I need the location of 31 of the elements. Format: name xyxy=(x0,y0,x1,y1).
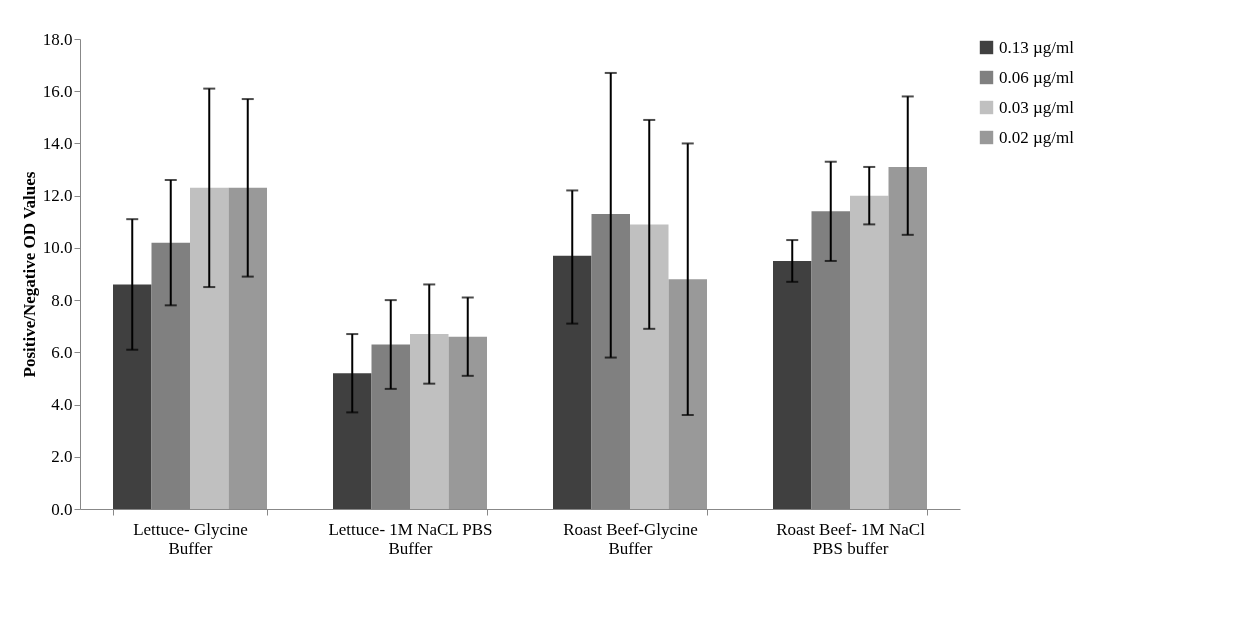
y-tick-label: 10.0 xyxy=(42,238,73,258)
legend-label: 0.02 µg/ml xyxy=(999,127,1075,147)
x-tick-label: Lettuce- Glycine Buffer xyxy=(133,519,248,558)
y-tick-label: 14.0 xyxy=(42,133,73,153)
bar xyxy=(850,195,889,509)
bar xyxy=(888,166,927,509)
y-tick-label: 0.0 xyxy=(51,499,73,519)
x-tick-label: Roast Beef- 1M NaCl PBS buffer xyxy=(776,519,926,558)
bar xyxy=(228,187,267,509)
bar xyxy=(333,373,372,509)
x-tick-label: Lettuce- 1M NaCL PBS Buffer xyxy=(328,519,493,558)
y-tick-label: 4.0 xyxy=(51,395,73,415)
bar xyxy=(448,336,487,509)
y-tick-label: 12.0 xyxy=(42,186,73,206)
bar xyxy=(553,255,592,509)
bar xyxy=(773,260,812,509)
bar xyxy=(190,187,229,509)
y-tick-label: 18.0 xyxy=(42,29,73,49)
y-axis-title: Positive/Negative OD Values xyxy=(19,171,39,378)
legend-label: 0.13 µg/ml xyxy=(999,37,1075,57)
y-tick-label: 6.0 xyxy=(51,342,73,362)
y-tick-label: 8.0 xyxy=(51,290,73,310)
legend-label: 0.03 µg/ml xyxy=(999,97,1075,117)
legend-label: 0.06 µg/ml xyxy=(999,67,1075,87)
y-tick-label: 16.0 xyxy=(42,81,73,101)
y-tick-label: 2.0 xyxy=(51,447,73,467)
bar xyxy=(410,334,449,509)
bar xyxy=(630,224,669,509)
x-tick-label: Roast Beef-Glycine Buffer xyxy=(563,519,698,558)
bar xyxy=(113,284,152,509)
bar xyxy=(668,279,707,509)
